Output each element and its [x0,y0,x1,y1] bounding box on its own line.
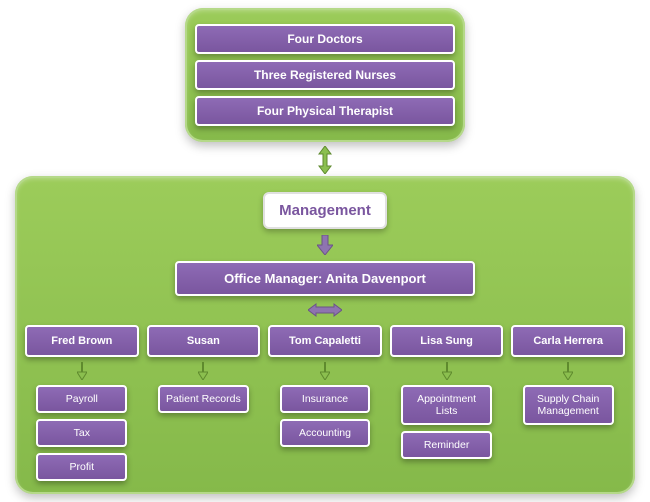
arrow-down-icon [77,362,87,380]
person-name: Fred Brown [25,325,139,357]
person-column: Lisa Sung Appointment Lists Reminder [390,322,504,484]
arrow-down-icon [25,235,625,255]
management-panel: Management Office Manager: Anita Davenpo… [15,176,635,494]
task-box: Insurance [280,385,371,413]
double-arrow-icon [8,146,642,174]
person-column: Fred Brown Payroll Tax Profit [25,322,139,484]
task-box: Accounting [280,419,371,447]
arrow-down-icon [442,362,452,380]
office-manager-box: Office Manager: Anita Davenport [175,261,475,296]
task-box: Profit [36,453,127,481]
double-arrow-horizontal-icon [25,302,625,318]
task-box: Appointment Lists [401,385,492,425]
task-box: Supply Chain Management [523,385,614,425]
person-name: Lisa Sung [390,325,504,357]
task-box: Reminder [401,431,492,459]
management-heading: Management [263,192,387,229]
clinical-staff-panel: Four Doctors Three Registered Nurses Fou… [185,8,465,142]
arrow-down-icon [198,362,208,380]
person-name: Susan [147,325,261,357]
task-box: Payroll [36,385,127,413]
person-column: Susan Patient Records [147,322,261,484]
person-name: Tom Capaletti [268,325,382,357]
people-row: Fred Brown Payroll Tax Profit Susan Patient R… [25,322,625,484]
staff-row-doctors: Four Doctors [195,24,455,54]
staff-row-nurses: Three Registered Nurses [195,60,455,90]
arrow-down-icon [320,362,330,380]
task-box: Patient Records [158,385,249,413]
staff-row-therapists: Four Physical Therapist [195,96,455,126]
person-column: Tom Capaletti Insurance Accounting [268,322,382,484]
task-box: Tax [36,419,127,447]
person-name: Carla Herrera [511,325,625,357]
person-column: Carla Herrera Supply Chain Management [511,322,625,484]
arrow-down-icon [563,362,573,380]
